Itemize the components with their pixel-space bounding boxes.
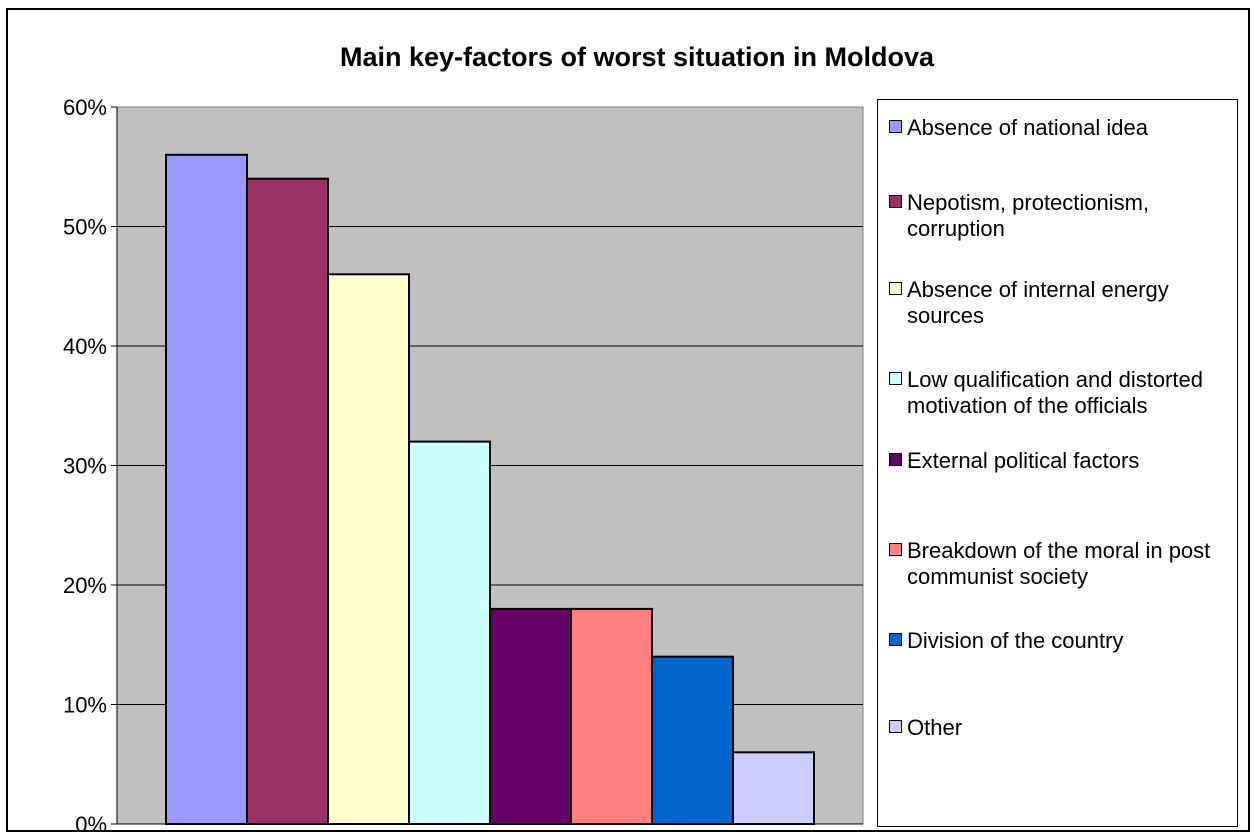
- y-tick-label: 30%: [63, 454, 107, 479]
- y-tick-label: 40%: [63, 334, 107, 359]
- legend-label: Low qualification and distorted motivati…: [907, 367, 1203, 418]
- legend-label: Absence of internal energy sources: [907, 277, 1169, 328]
- legend-label: External political factors: [907, 448, 1140, 473]
- bar: [408, 440, 491, 825]
- bar: [246, 177, 329, 825]
- legend-label: Other: [907, 715, 963, 740]
- legend-label: Breakdown of the moral in post communist…: [907, 538, 1211, 589]
- legend-swatch: [889, 372, 902, 385]
- y-tick-label: 10%: [63, 693, 107, 718]
- legend: Absence of national idea Nepotism, protec…: [877, 99, 1238, 827]
- legend-label: Division of the country: [907, 628, 1124, 653]
- legend-swatch: [889, 720, 902, 733]
- bar: [165, 153, 248, 826]
- bar: [651, 655, 734, 826]
- bars: [165, 153, 815, 826]
- legend-swatch: [889, 195, 902, 208]
- bar: [732, 751, 815, 825]
- y-tick-label: 60%: [63, 95, 107, 120]
- legend-swatch: [889, 543, 902, 556]
- legend-swatch: [889, 453, 902, 466]
- y-tick-label: 20%: [63, 573, 107, 598]
- y-axis: 0% 10% 20% 30% 40% 50% 60%: [63, 95, 863, 837]
- legend-swatch: [889, 282, 902, 295]
- legend-label: Absence of national idea: [907, 115, 1148, 140]
- legend-swatch: [889, 120, 902, 133]
- y-tick-label: 50%: [63, 215, 107, 240]
- bar: [489, 607, 572, 826]
- bar: [327, 273, 410, 825]
- y-tick-label: 0%: [75, 812, 107, 837]
- legend-swatch: [889, 633, 902, 646]
- bar: [570, 607, 653, 826]
- legend-label: Nepotism, protectionism, corruption: [907, 190, 1150, 241]
- chart-title: Main key-factors of worst situation in M…: [340, 42, 935, 72]
